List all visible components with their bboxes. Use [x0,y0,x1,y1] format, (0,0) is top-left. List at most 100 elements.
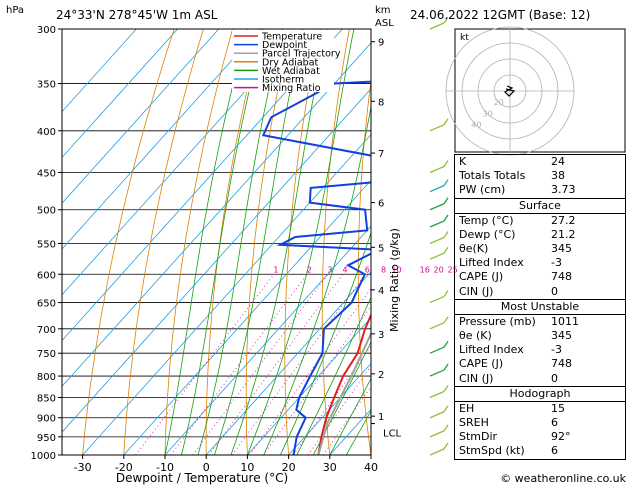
wind-barb-flag [443,197,449,205]
km-tick-label: 1 [378,412,384,423]
series-parcel-trajectory [317,331,371,455]
surface-section: Surface Temp (°C) 27.2 Dewp (°C) 21.2 θe(K) 34… [454,197,626,300]
temperature-tick-label: 30 [323,461,337,474]
surface-value: -3 [551,256,562,270]
wind-barb [429,448,445,456]
km-tick-label: 7 [378,149,384,160]
wind-barb-flag [443,316,449,324]
isotherm [62,29,261,250]
surface-key: CIN (J) [459,284,494,298]
temperature-tick-label: 20 [282,461,296,474]
mixing-ratio-line [307,365,371,455]
index-row: Totals Totals 38 [455,169,625,183]
most-unstable-key: θe (K) [459,329,492,343]
hodograph-ring-label: 40 [471,121,481,130]
location-label: 24°33'N 278°45'W 1m ASL [56,8,218,22]
wind-barb [429,252,445,260]
wet-adiabat [312,341,371,455]
legend-box [232,30,334,92]
wet-adiabat [230,29,328,455]
most-unstable-value: 748 [551,357,572,371]
wind-barb-flag [443,118,449,126]
index-value: 3.73 [551,183,576,197]
km-tick-label: 2 [378,370,384,381]
pressure-tick-label: 850 [37,393,56,404]
wind-barb-flag [443,16,449,24]
isotherm [62,88,371,433]
mixing-ratio-label: 1 [273,265,278,274]
isotherm [62,29,178,159]
wind-barb [429,203,445,211]
index-key: Totals Totals [459,169,526,183]
pressure-tick-label: 350 [37,80,56,91]
most-unstable-key: Pressure (mb) [459,314,536,328]
isotherm [62,29,137,113]
isotherm [123,179,371,455]
hodograph-key: StmSpd (kt) [459,444,525,458]
wet-adiabat [214,29,304,455]
surface-value: 27.2 [551,213,576,227]
temperature-tick-label: 0 [203,461,210,474]
km-tick-label: 5 [378,243,384,254]
indices-top: K 24 Totals Totals 38 PW (cm) 3.73 [454,154,626,198]
hodograph-key: EH [459,401,475,415]
wind-barb [429,184,445,193]
surface-row: θe(K) 345 [455,242,625,256]
series-dewpoint [261,80,371,455]
hodograph-ring-label: 20 [494,98,504,107]
mixing-ratio-label: 16 [420,265,430,274]
wind-barb [429,411,445,419]
isotherm [82,133,371,455]
legend-entry: Mixing Ratio [262,83,321,94]
surface-row: CAPE (J) 748 [455,270,625,284]
km-tick-label: 8 [378,97,384,108]
wind-barb-flag [443,160,449,167]
hodograph-row: StmDir 92° [455,430,625,444]
wind-barb [429,236,445,245]
pressure-tick-label: 900 [37,414,56,425]
surface-value: 345 [551,242,572,256]
most-unstable-section: Most Unstable Pressure (mb) 1011 θe (K) 345 L… [454,299,626,387]
wet-adiabat [296,296,371,455]
wind-barb [429,220,445,228]
wet-adiabat [181,29,265,455]
mixing-ratio-label: 2 [307,265,312,274]
pressure-tick-label: 400 [37,127,56,138]
surface-key: CAPE (J) [459,270,504,284]
wet-adiabat [164,29,248,455]
most-unstable-value: -3 [551,343,562,357]
wind-barb [429,430,445,438]
legend-entry: Temperature [261,32,322,43]
wind-barb-flag [443,385,449,392]
pressure-tick-label: 300 [37,25,56,36]
surface-key: Dewp (°C) [459,227,516,241]
isotherm [62,42,371,387]
pressure-tick-label: 1000 [31,451,56,462]
dry-adiabat [123,29,204,455]
km-label: km [375,5,391,16]
hodograph-value: 6 [551,444,558,458]
surface-row: Lifted Index -3 [455,256,625,270]
hodograph-section: Hodograph EH 15 SREH 6 StmDir 92° StmSpd (kt) 6 [454,386,626,460]
wind-barb [429,124,445,132]
asl-label: ASL [375,18,394,29]
surface-key: Temp (°C) [459,213,514,227]
km-tick-label: 3 [378,330,384,341]
wet-adiabat [329,377,371,455]
mixing-ratio-label: 3 [327,265,332,274]
wind-barb-flag [443,179,449,186]
hodograph-value: 92° [551,430,571,444]
index-row: PW (cm) 3.73 [455,183,625,197]
wind-barb-flag [443,246,449,254]
wind-barb [429,390,445,399]
hodograph-unit-label: kt [460,33,469,43]
wet-adiabat [197,29,284,455]
pressure-tick-label: 500 [37,206,56,217]
most-unstable-row: Pressure (mb) 1011 [455,315,625,329]
mixing-ratio-label: 8 [381,265,386,274]
most-unstable-row: θe (K) 345 [455,329,625,343]
mixing-ratio-label: 10 [391,265,401,274]
hodograph-value: 6 [551,416,558,430]
pressure-tick-label: 950 [37,433,56,444]
copyright: © weatheronline.co.uk [500,472,626,485]
